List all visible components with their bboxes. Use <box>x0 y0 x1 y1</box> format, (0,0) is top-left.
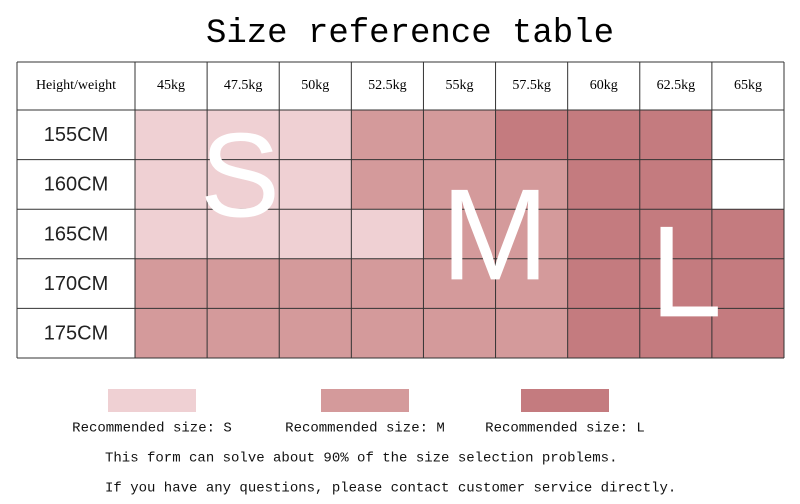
size-letter: L <box>650 198 722 344</box>
size-cell <box>279 209 352 259</box>
size-cell <box>423 308 496 358</box>
size-cell <box>351 258 424 309</box>
size-cell <box>207 110 280 160</box>
size-cell <box>135 159 208 210</box>
size-cell <box>135 209 208 259</box>
header-cell: Height/weight <box>36 78 116 93</box>
size-cell <box>711 110 784 160</box>
size-cell <box>279 159 352 210</box>
row-label: 170CM <box>44 273 108 295</box>
size-cell <box>423 110 496 160</box>
size-cell <box>207 159 280 210</box>
size-cell <box>567 209 640 259</box>
size-cell <box>639 209 712 259</box>
note: If you have any questions, please contac… <box>105 481 676 497</box>
size-cell <box>135 258 208 309</box>
row-label: 165CM <box>44 223 108 245</box>
size-cell <box>567 308 640 358</box>
header-cell: 47.5kg <box>224 78 263 93</box>
size-cell <box>495 110 568 160</box>
size-cell <box>711 258 784 309</box>
size-cell <box>711 308 784 358</box>
size-cell <box>639 258 712 309</box>
header-cell: 62.5kg <box>657 78 696 93</box>
size-letter: M <box>441 161 549 307</box>
size-cell <box>351 308 424 358</box>
row-label: 160CM <box>44 174 108 196</box>
size-letter: S <box>200 109 280 243</box>
size-cell <box>279 308 352 358</box>
size-cell <box>567 159 640 210</box>
legend-swatch <box>108 389 196 412</box>
legend-swatch <box>321 389 409 412</box>
legend-label: Recommended size: M <box>285 421 445 437</box>
size-cell <box>639 159 712 210</box>
size-cell <box>351 159 424 210</box>
size-cell <box>351 110 424 160</box>
note: This form can solve about 90% of the siz… <box>105 451 617 467</box>
header-cell: 65kg <box>734 78 762 93</box>
size-cell <box>495 258 568 309</box>
page-title: Size reference table <box>206 15 614 53</box>
header-cell: 52.5kg <box>368 78 407 93</box>
row-label: 155CM <box>44 124 108 146</box>
header-cell: 60kg <box>590 78 618 93</box>
header-cell: 55kg <box>446 78 474 93</box>
size-cell <box>711 209 784 259</box>
size-cell <box>279 258 352 309</box>
header-cell: 45kg <box>157 78 185 93</box>
size-cell <box>567 258 640 309</box>
row-label: 175CM <box>44 322 108 344</box>
legend-label: Recommended size: S <box>72 421 232 437</box>
size-cell <box>495 308 568 358</box>
legend-label: Recommended size: L <box>485 421 645 437</box>
size-cell <box>135 308 208 358</box>
size-cell <box>567 110 640 160</box>
size-cell <box>279 110 352 160</box>
size-cell <box>207 258 280 309</box>
size-cell <box>495 159 568 210</box>
header-cell: 50kg <box>301 78 329 93</box>
size-cell <box>639 308 712 358</box>
size-cell <box>423 159 496 210</box>
size-cell <box>639 110 712 160</box>
size-cell <box>351 209 424 259</box>
size-cell <box>495 209 568 259</box>
legend-swatch <box>521 389 609 412</box>
size-cell <box>711 159 784 210</box>
size-cell <box>423 209 496 259</box>
size-cell <box>135 110 208 160</box>
size-cell <box>423 258 496 309</box>
size-cell <box>207 308 280 358</box>
size-cell <box>207 209 280 259</box>
header-cell: 57.5kg <box>512 78 551 93</box>
